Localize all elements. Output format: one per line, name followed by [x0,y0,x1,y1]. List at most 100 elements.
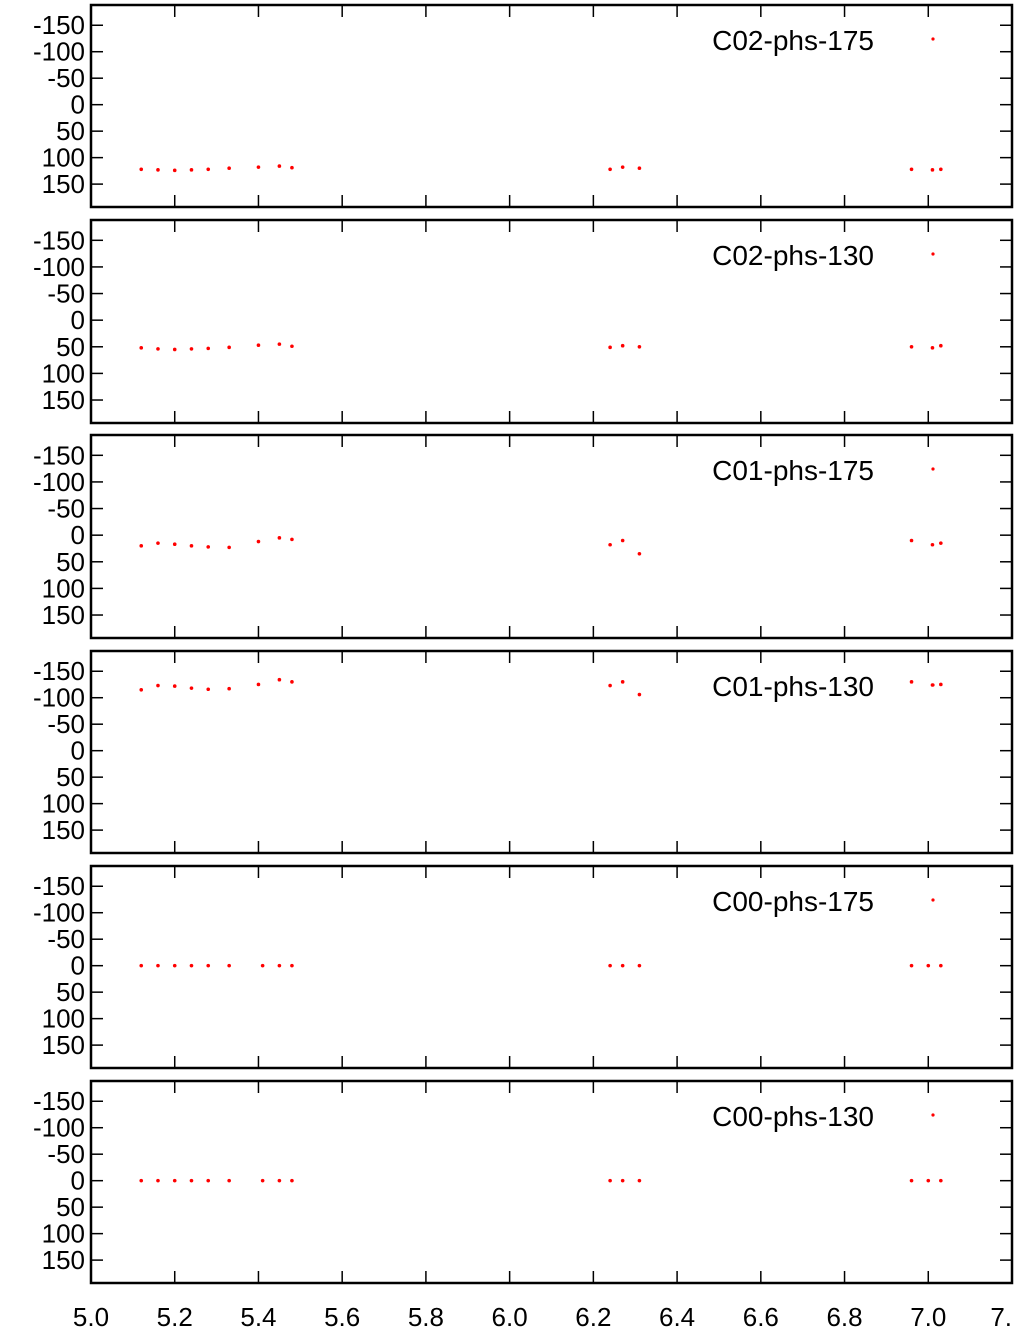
x-tick-label: 6.8 [826,1302,862,1332]
data-point [260,1178,265,1183]
x-tick-label: 5.6 [324,1302,360,1332]
data-point [277,536,282,540]
legend-label: C02-phs-175 [712,25,874,56]
data-point [909,680,914,684]
y-tick-label: 50 [56,116,85,146]
legend-label: C01-phs-175 [712,455,874,486]
data-point [227,686,231,691]
legend-marker [931,467,935,471]
plot-frame [89,3,1014,209]
data-point [206,687,211,692]
data-point [909,344,914,349]
plot-frame [89,649,1014,855]
plot-frame [89,433,1014,640]
data-point [256,343,261,347]
x-tick-label: 6.6 [743,1302,779,1332]
data-point [156,963,160,968]
data-point [939,682,943,687]
legend-marker [931,1113,935,1117]
y-tick-label: -100 [33,467,85,497]
legend-label: C00-phs-130 [712,1101,874,1132]
data-point [637,1178,642,1183]
data-point [189,1178,194,1183]
data-point [930,168,935,172]
data-point [139,1178,144,1183]
data-point [290,1178,294,1183]
data-point [156,168,160,172]
y-tick-label: -100 [33,252,85,282]
data-point [227,545,231,550]
plot-frame [89,218,1014,425]
y-tick-label: -50 [47,924,85,954]
data-point [172,1178,177,1183]
data-point [930,542,935,547]
legend-label: C02-phs-130 [712,240,874,271]
data-point [227,963,231,968]
y-tick-label: -150 [33,225,85,255]
data-point [620,538,625,543]
data-point [620,1178,625,1183]
data-point [939,963,943,968]
data-point [277,963,282,968]
data-point [206,545,211,549]
data-point [206,167,211,172]
data-point [608,1178,612,1183]
data-point [909,167,914,172]
y-tick-label: 50 [56,1192,85,1222]
x-tick-label: 6.4 [659,1302,695,1332]
y-tick-label: 50 [56,547,85,577]
y-tick-label: 50 [56,332,85,362]
y-tick-label: -50 [47,1139,85,1169]
legend-marker [931,37,935,41]
y-tick-label: -100 [33,898,85,928]
data-point [637,552,642,556]
y-tick-label: 50 [56,977,85,1007]
data-point [139,544,144,548]
y-tick-label: -100 [33,1113,85,1143]
x-tick-label: 5.2 [157,1302,193,1332]
data-point [930,683,935,687]
data-point [139,346,144,350]
y-tick-label: 100 [42,358,85,388]
data-point [189,347,194,351]
data-point [277,677,282,682]
data-point [290,165,294,170]
y-tick-label: -50 [47,494,85,524]
data-point [189,686,194,690]
data-point [156,683,160,688]
data-point [290,963,294,968]
data-point [608,683,612,688]
data-point [290,680,294,684]
data-point [227,1178,231,1183]
y-tick-label: 0 [71,1166,85,1196]
data-point [277,342,282,346]
y-tick-label: 100 [42,573,85,603]
data-point [909,538,914,543]
data-point [172,542,177,547]
data-point [608,542,612,547]
data-point [256,165,261,169]
data-point [156,541,160,545]
data-point [620,963,625,968]
y-tick-label: -100 [33,683,85,713]
data-point [277,164,282,168]
data-point [256,539,261,544]
y-tick-label: 100 [42,789,85,819]
y-tick-label: -100 [33,37,85,67]
y-tick-label: -150 [33,656,85,686]
data-point [608,345,612,350]
y-tick-label: 50 [56,762,85,792]
data-point [206,963,211,968]
x-tick-label: 6.0 [492,1302,528,1332]
data-point [206,1178,211,1183]
data-point [930,346,935,350]
data-point [189,168,194,172]
data-point [156,1178,160,1183]
data-point [620,680,625,684]
